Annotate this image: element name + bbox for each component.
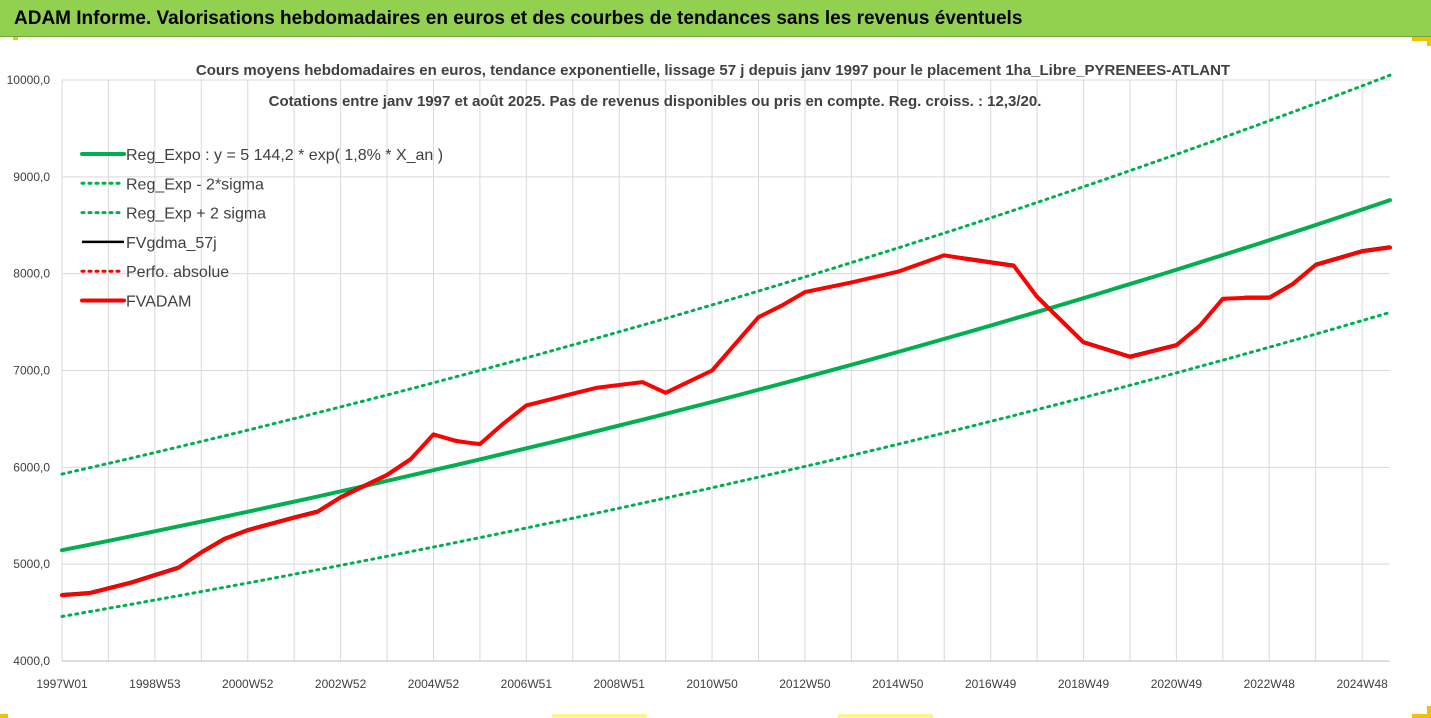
y-tick-label: 4000,0 [13,654,50,668]
chart-title: Cours moyens hebdomadaires en euros, ten… [196,62,1230,79]
legend: Reg_Expo : y = 5 144,2 * exp( 1,8% * X_a… [80,147,443,311]
legend-label: Perfo. absolue [126,264,229,281]
scroll-marker-bottom-1 [552,714,647,718]
series-line-fvgdma-57j [61,245,1391,596]
x-tick-label: 2008W51 [594,677,646,691]
x-tick-label: 2014W50 [872,677,924,691]
x-tick-label: 1998W53 [129,677,181,691]
series-line-reg-expo [60,198,1392,553]
series-line-reg-exp-plus-2-sigma [60,73,1392,476]
y-tick-label: 9000,0 [13,170,50,184]
x-tick-label: 2024W48 [1336,677,1388,691]
x-tick-label: 2018W49 [1058,677,1110,691]
y-tick-label: 8000,0 [13,267,50,281]
corner-marker-top-right [1412,37,1431,41]
corner-marker-bottom-right-vertical [1427,706,1431,718]
x-tick-label: 2004W52 [408,677,460,691]
x-tick-label: 2012W50 [779,677,831,691]
legend-label: FVgdma_57j [126,235,217,252]
x-axis: 1997W01 1998W53 2000W52 2002W52 2004W52 2006W… [36,677,1388,691]
x-tick-label: 2010W50 [686,677,738,691]
x-tick-label: 2020W49 [1151,677,1203,691]
y-tick-label: 10000,0 [7,73,51,87]
report-banner-title: ADAM Informe. Valorisations hebdomadaire… [0,0,1431,37]
x-tick-label: 2016W49 [965,677,1017,691]
corner-marker-top-left [13,37,18,40]
series-line-reg-exp-minus-2-sigma [60,310,1392,618]
x-tick-label: 2000W52 [222,677,274,691]
scroll-marker-bottom-2 [838,714,933,718]
x-tick-label: 1997W01 [36,677,88,691]
y-tick-label: 7000,0 [13,364,50,378]
x-tick-label: 2006W51 [501,677,553,691]
x-tick-label: 2002W52 [315,677,367,691]
y-axis: 4000,0 5000,0 6000,0 7000,0 8000,0 9000,0 1000… [7,73,51,668]
legend-label: Reg_Exp - 2*sigma [126,176,264,193]
line-chart: Cours moyens hebdomadaires en euros, ten… [7,62,1392,691]
series-layer [60,73,1392,618]
corner-marker-bottom-right [1412,714,1431,718]
y-tick-label: 5000,0 [13,557,50,571]
series-line-fvadam [60,245,1392,598]
chart-subtitle: Cotations entre janv 1997 et août 2025. … [269,93,1042,110]
corner-marker-bottom-left [0,714,8,718]
corner-marker-top-right-vertical [1427,37,1431,46]
y-tick-label: 6000,0 [13,460,50,474]
legend-label: FVADAM [126,294,191,311]
x-tick-label: 2022W48 [1244,677,1296,691]
gridlines [61,79,1390,662]
legend-label: Reg_Expo : y = 5 144,2 * exp( 1,8% * X_a… [126,147,443,164]
legend-label: Reg_Exp + 2 sigma [126,206,266,223]
